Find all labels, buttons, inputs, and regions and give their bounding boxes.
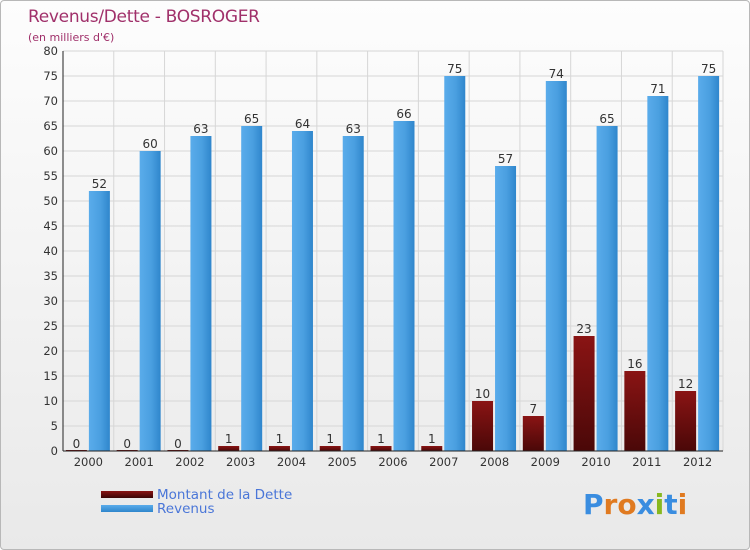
- x-tick-label: 2007: [429, 455, 458, 469]
- data-label-dette: 1: [276, 432, 284, 446]
- data-label-dette: 16: [627, 357, 642, 371]
- x-tick-label: 2008: [480, 455, 509, 469]
- data-label-revenus: 63: [193, 122, 208, 136]
- data-label-dette: 1: [428, 432, 436, 446]
- data-label-dette: 1: [225, 432, 233, 446]
- logo-letter: i: [654, 488, 665, 521]
- data-label-revenus: 66: [396, 107, 411, 121]
- bar-dette: [624, 371, 646, 451]
- bar-dette: [218, 446, 240, 451]
- y-tick-label: 35: [43, 269, 58, 283]
- bar-dette: [370, 446, 392, 451]
- bar-revenus: [545, 81, 567, 451]
- logo-letter: P: [583, 488, 604, 521]
- bar-revenus: [495, 166, 517, 451]
- legend-label-dette: Montant de la Dette: [157, 487, 293, 503]
- x-tick-label: 2006: [378, 455, 407, 469]
- x-tick-label: 2000: [74, 455, 103, 469]
- data-label-dette: 0: [174, 437, 182, 451]
- data-label-revenus: 65: [244, 112, 259, 126]
- x-tick-label: 2009: [531, 455, 560, 469]
- data-label-revenus: 74: [549, 67, 564, 81]
- y-tick-label: 65: [43, 119, 58, 133]
- y-tick-label: 60: [43, 144, 58, 158]
- data-label-dette: 1: [326, 432, 334, 446]
- bar-dette: [522, 416, 544, 451]
- data-label-dette: 10: [475, 387, 490, 401]
- data-label-dette: 12: [678, 377, 693, 391]
- x-tick-label: 2003: [226, 455, 255, 469]
- y-tick-label: 15: [43, 369, 58, 383]
- chart-title: Revenus/Dette - BOSROGER: [28, 7, 260, 27]
- legend-swatch-dette: [101, 491, 153, 498]
- legend-label-revenus: Revenus: [157, 501, 215, 517]
- data-label-revenus: 75: [701, 62, 716, 76]
- bar-revenus: [596, 126, 618, 451]
- bar-revenus: [444, 76, 466, 451]
- bar-dette: [421, 446, 443, 451]
- legend-swatch-revenus: [101, 505, 153, 512]
- y-tick-label: 55: [43, 169, 58, 183]
- bar-revenus: [139, 151, 161, 451]
- y-tick-label: 5: [51, 419, 58, 433]
- bar-dette: [573, 336, 595, 451]
- data-label-revenus: 63: [346, 122, 361, 136]
- logo-letter: r: [603, 488, 618, 521]
- x-tick-label: 2001: [125, 455, 154, 469]
- bar-revenus: [647, 96, 669, 451]
- y-tick-label: 45: [43, 219, 58, 233]
- bar-revenus: [241, 126, 263, 451]
- x-tick-label: 2012: [683, 455, 712, 469]
- x-tick-label: 2010: [581, 455, 610, 469]
- data-label-revenus: 57: [498, 152, 513, 166]
- y-tick-label: 75: [43, 69, 58, 83]
- y-tick-label: 0: [51, 444, 58, 458]
- y-tick-label: 50: [43, 194, 58, 208]
- chart-subtitle: (en milliers d'€): [28, 31, 115, 44]
- logo-letter: x: [636, 488, 655, 521]
- y-tick-label: 80: [43, 44, 58, 58]
- y-tick-label: 40: [43, 244, 58, 258]
- bar-revenus: [88, 191, 110, 451]
- bar-dette: [319, 446, 341, 451]
- y-tick-label: 30: [43, 294, 58, 308]
- x-tick-label: 2011: [632, 455, 661, 469]
- data-label-dette: 0: [123, 437, 131, 451]
- y-tick-label: 70: [43, 94, 58, 108]
- y-tick-label: 10: [43, 394, 58, 408]
- bar-revenus: [393, 121, 415, 451]
- bar-revenus: [190, 136, 212, 451]
- proxiti-logo: Proxiti: [583, 488, 687, 521]
- data-label-revenus: 71: [650, 82, 665, 96]
- x-tick-label: 2002: [175, 455, 204, 469]
- logo-letter: o: [617, 488, 637, 521]
- data-label-revenus: 60: [143, 137, 158, 151]
- data-label-revenus: 75: [447, 62, 462, 76]
- data-label-revenus: 52: [92, 177, 107, 191]
- logo-letter: i: [677, 488, 688, 521]
- bar-revenus: [291, 131, 313, 451]
- data-label-dette: 23: [576, 322, 591, 336]
- bar-dette: [472, 401, 494, 451]
- data-label-revenus: 65: [599, 112, 614, 126]
- bar-revenus: [342, 136, 364, 451]
- y-tick-label: 20: [43, 344, 58, 358]
- data-label-dette: 7: [529, 402, 537, 416]
- bar-revenus: [698, 76, 720, 451]
- x-tick-label: 2004: [277, 455, 306, 469]
- data-label-dette: 1: [377, 432, 385, 446]
- x-tick-label: 2005: [328, 455, 357, 469]
- data-label-revenus: 64: [295, 117, 310, 131]
- data-label-dette: 0: [73, 437, 81, 451]
- bar-dette: [675, 391, 697, 451]
- logo-letter: t: [664, 488, 678, 521]
- bar-dette: [268, 446, 290, 451]
- y-tick-label: 25: [43, 319, 58, 333]
